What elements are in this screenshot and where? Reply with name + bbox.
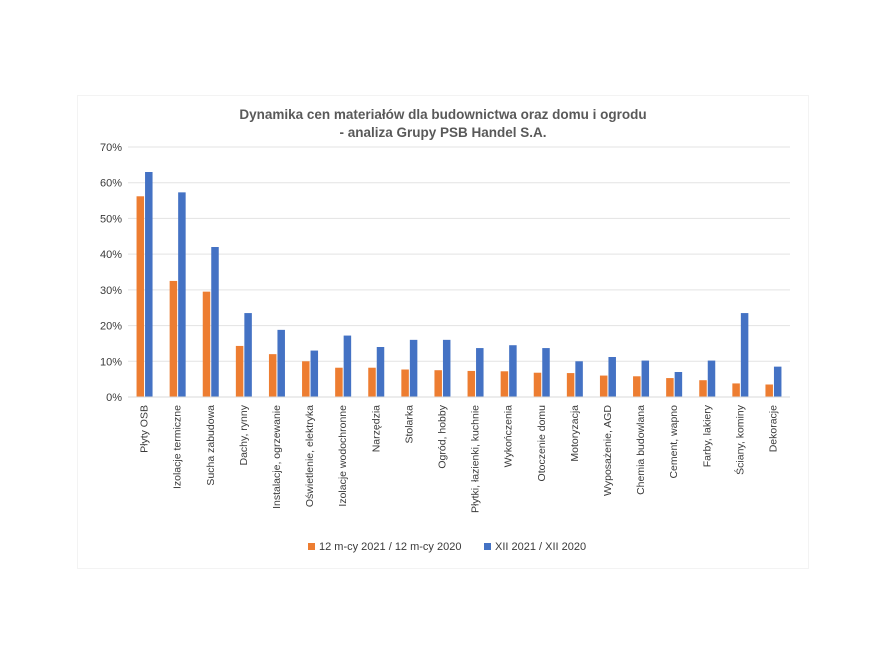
y-tick-label: 70% — [100, 142, 122, 154]
category-label: Farby, lakiery — [701, 404, 713, 467]
bar-annual — [765, 384, 773, 397]
y-axis-ticks: 0% 10% 20% 30% 40% 50% 60% 70% — [100, 142, 122, 404]
bar-december — [608, 357, 616, 397]
bar-december — [211, 247, 219, 397]
y-tick-label: 40% — [100, 249, 122, 261]
bar-annual — [202, 291, 211, 397]
bar-december — [376, 347, 385, 397]
bar-december — [674, 372, 683, 397]
bar-annual — [169, 280, 178, 397]
bar-december — [178, 192, 186, 397]
category-label: Izolacje wodochronne — [337, 405, 349, 507]
category-label: Dekoracje — [767, 405, 779, 452]
bar-annual — [500, 371, 509, 397]
bar-annual — [732, 383, 740, 397]
bar-december — [244, 313, 252, 397]
bar-annual — [368, 367, 376, 397]
bar-annual — [599, 375, 608, 397]
bar-annual — [533, 372, 542, 397]
chart-title: Dynamika cen materiałów dla budownictwa … — [239, 107, 646, 140]
category-label: Wykończenia — [503, 405, 515, 468]
bar-annual — [666, 378, 674, 397]
legend: 12 m-cy 2021 / 12 m-cy 2020 XII 2021 / XI… — [308, 541, 586, 553]
bar-december — [145, 172, 153, 397]
category-label: Płytki, łazienki, kuchnie — [470, 405, 482, 513]
bar-december — [707, 360, 716, 397]
category-label: Ogród, hobby — [436, 404, 448, 468]
bar-december — [773, 366, 782, 397]
legend-label: 12 m-cy 2021 / 12 m-cy 2020 — [319, 541, 461, 553]
bar-december — [343, 335, 352, 397]
category-label: Wyposażenie, AGD — [602, 405, 614, 496]
bar-annual — [268, 354, 277, 397]
category-label: Oświetlenie, elektryka — [304, 405, 316, 507]
y-tick-label: 20% — [100, 321, 122, 333]
bar-annual — [302, 361, 310, 397]
chart-title-line-1: Dynamika cen materiałów dla budownictwa … — [239, 107, 646, 122]
bar-december — [542, 348, 550, 397]
bar-december — [442, 339, 451, 397]
bar-december — [310, 350, 319, 397]
category-label: Chemia budowlana — [635, 405, 647, 495]
bars — [136, 172, 782, 397]
bar-annual — [235, 345, 244, 397]
legend-swatch — [484, 543, 491, 550]
bar-annual — [434, 370, 442, 397]
legend-swatch — [308, 543, 315, 550]
bar-december — [277, 329, 285, 397]
category-label: Dachy, rynny — [238, 404, 250, 465]
bar-annual — [467, 370, 476, 397]
bar-december — [641, 360, 650, 397]
bar-annual — [633, 376, 641, 397]
bar-december — [740, 313, 749, 397]
category-label: Płyty OSB — [139, 405, 151, 453]
chart-frame: Dynamika cen materiałów dla budownictwa … — [78, 96, 808, 568]
y-tick-label: 30% — [100, 285, 122, 297]
bar-december — [476, 348, 484, 397]
bar-annual — [335, 367, 343, 397]
bar-annual — [136, 196, 145, 397]
x-axis-labels: Płyty OSB Izolacje termiczne Sucha zabudow… — [139, 404, 780, 513]
chart-title-line-2: - analiza Grupy PSB Handel S.A. — [339, 125, 546, 140]
bar-annual — [566, 373, 575, 397]
category-label: Otoczenie domu — [536, 405, 548, 482]
category-label: Stolarka — [403, 405, 415, 444]
y-tick-label: 60% — [100, 178, 122, 190]
category-label: Sucha zabudowa — [205, 405, 217, 486]
category-label: Instalacje, ogrzewanie — [271, 405, 283, 509]
bar-december — [409, 339, 418, 397]
y-tick-label: 10% — [100, 356, 122, 368]
bar-annual — [699, 380, 707, 397]
bar-annual — [401, 369, 409, 397]
category-label: Narzędzia — [370, 405, 382, 452]
gridlines — [128, 146, 790, 362]
bar-chart: Dynamika cen materiałów dla budownictwa … — [100, 107, 790, 553]
category-label: Izolacje termiczne — [172, 405, 184, 489]
legend-label: XII 2021 / XII 2020 — [495, 541, 586, 553]
y-tick-label: 50% — [100, 213, 122, 225]
y-tick-label: 0% — [106, 392, 122, 404]
bar-december — [509, 345, 517, 397]
category-label: Ściany, kominy — [733, 404, 746, 475]
category-label: Cement, wapno — [668, 405, 680, 479]
category-label: Motoryzacja — [569, 405, 581, 462]
bar-december — [575, 361, 583, 397]
